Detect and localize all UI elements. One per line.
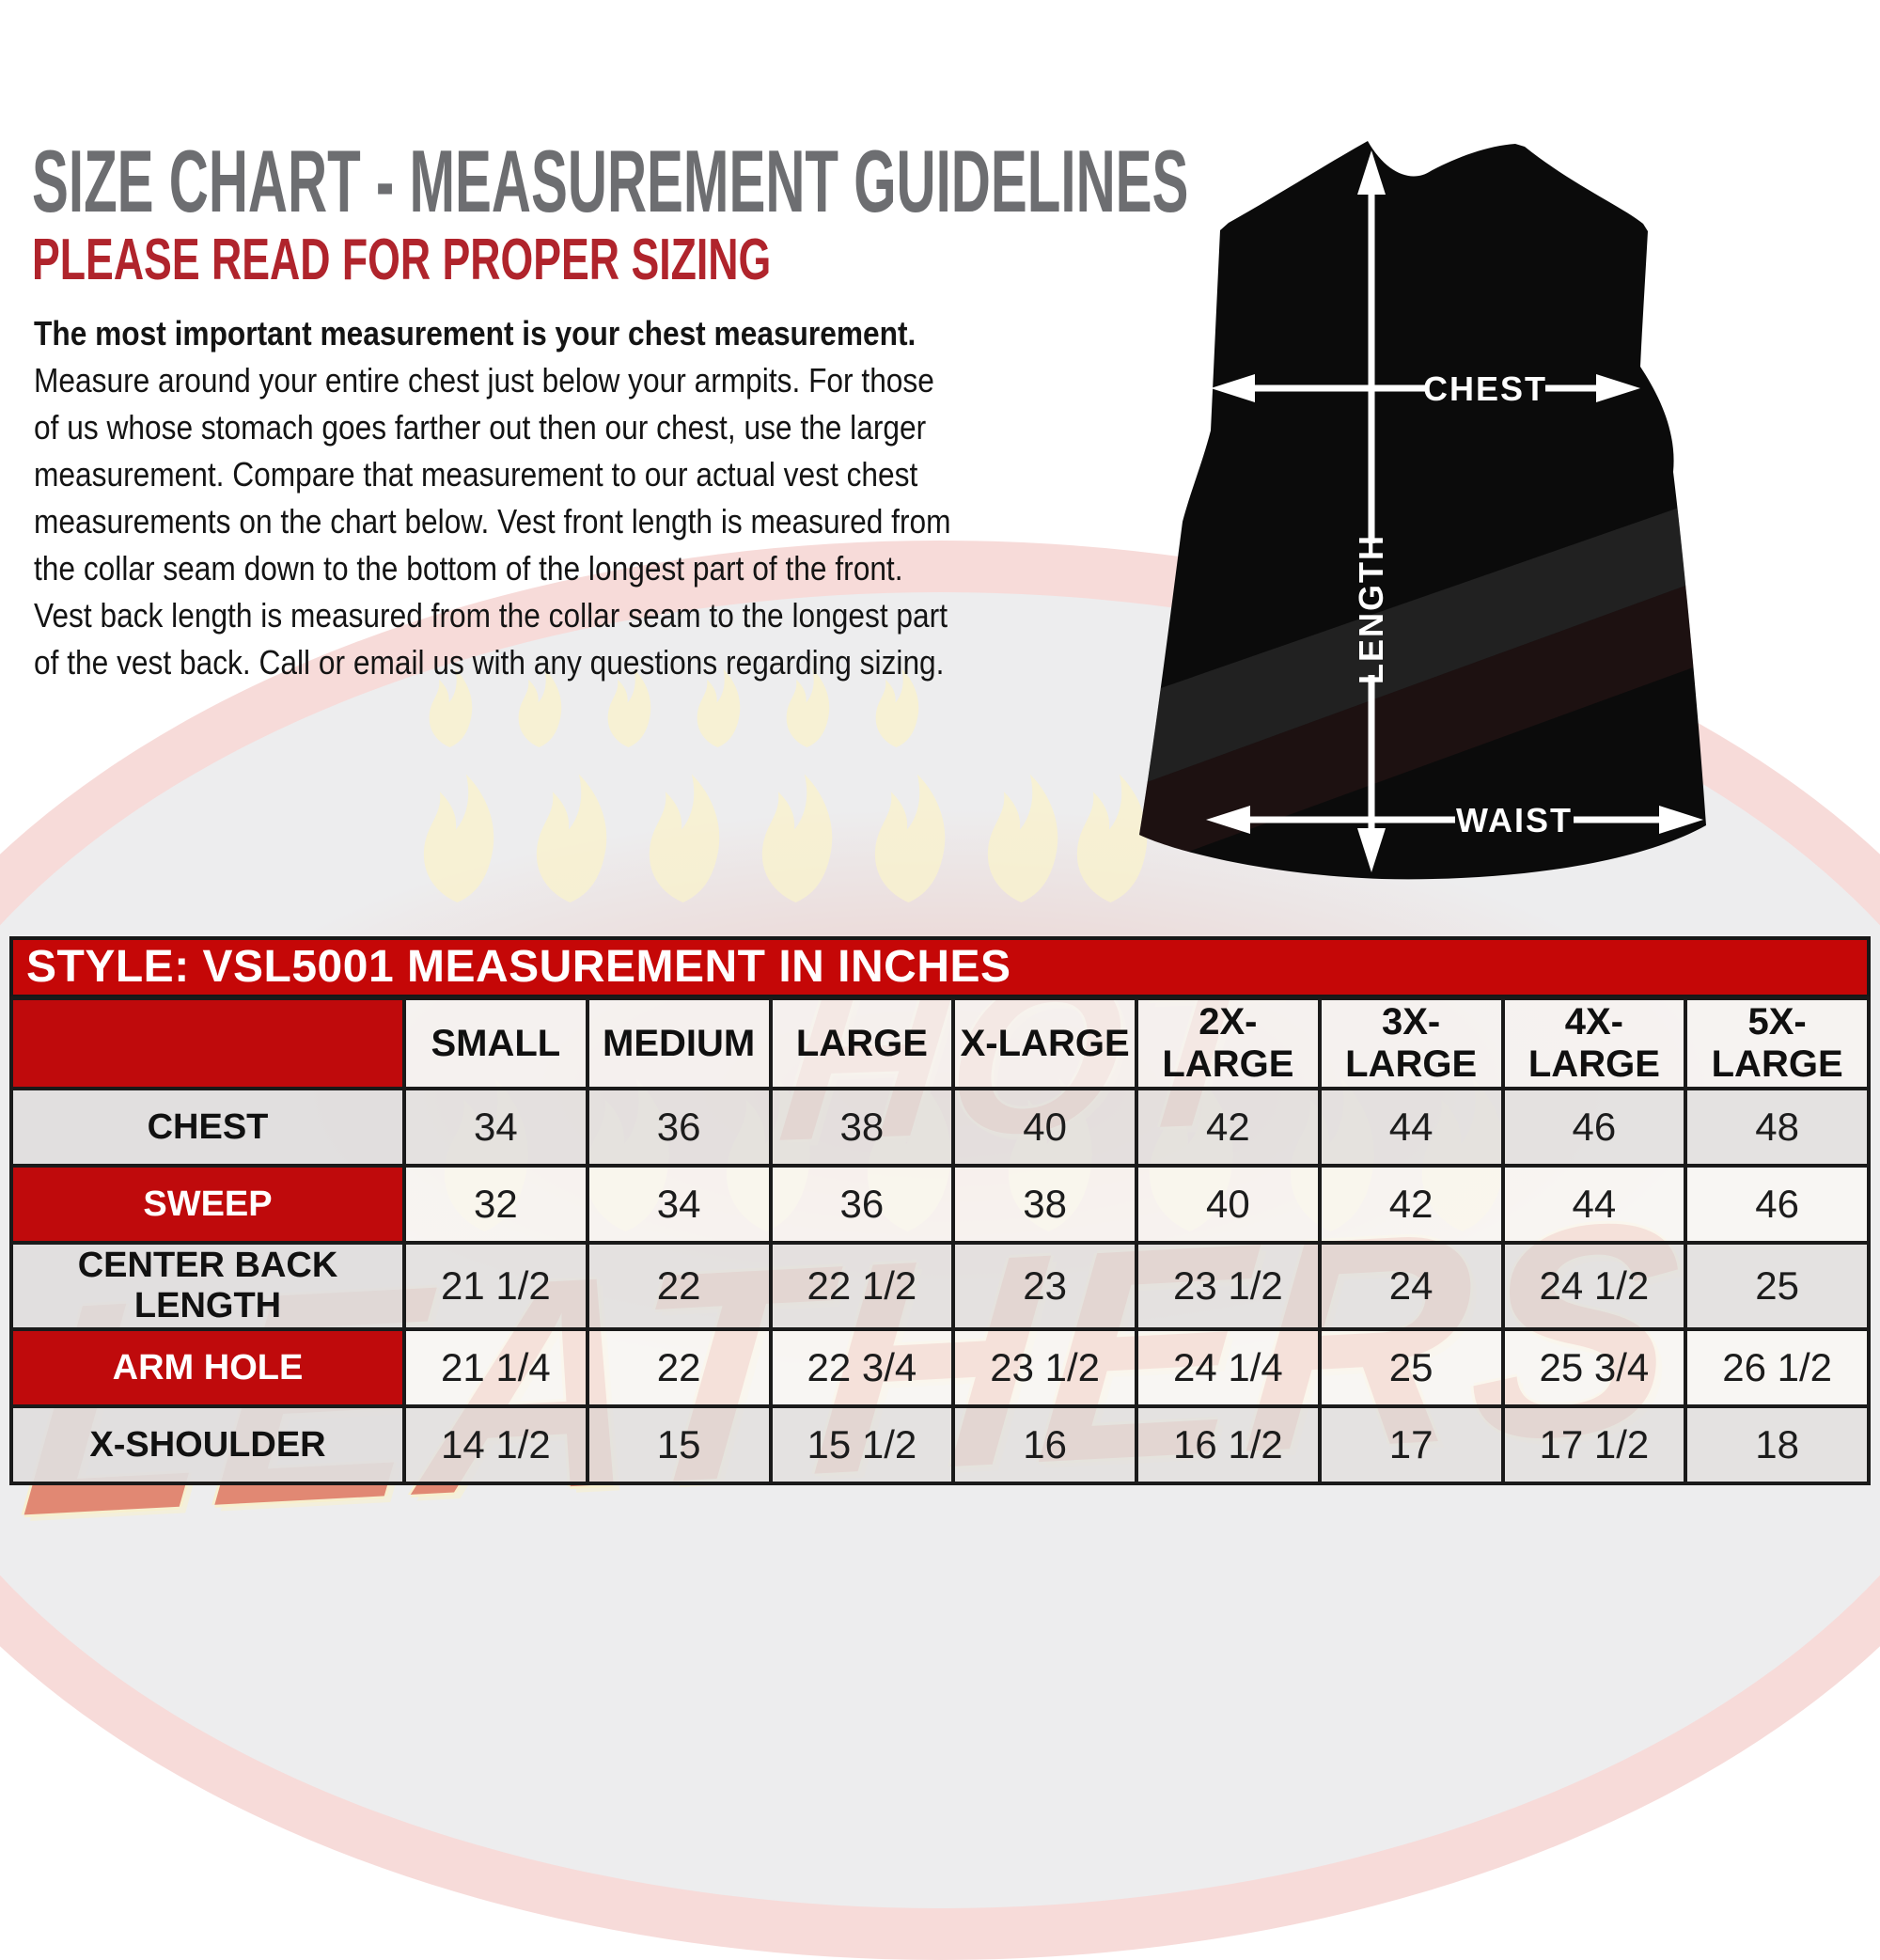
page-subtitle: PLEASE READ FOR PROPER SIZING — [32, 227, 772, 292]
size-value-cell: 21 1/4 — [402, 1327, 589, 1408]
size-column-header: 2X-LARGE — [1135, 996, 1322, 1090]
size-value-cell: 38 — [951, 1164, 1138, 1245]
size-value-cell: 34 — [585, 1164, 773, 1245]
length-label: LENGTH — [1352, 534, 1390, 684]
size-column-header: LARGE — [768, 996, 956, 1090]
size-value-cell: 44 — [1500, 1164, 1688, 1245]
size-value-cell: 14 1/2 — [402, 1404, 589, 1485]
size-table-body: CHEST 34 36 38 40 42 44 46 48 SWEEP 32 34 36 38 40 42 44… — [9, 1087, 1871, 1485]
intro-line: Measure around your entire chest just be… — [34, 361, 934, 400]
measurement-row-label: ARM HOLE — [9, 1327, 406, 1408]
size-column-header: MEDIUM — [585, 996, 773, 1090]
size-value-cell: 25 — [1317, 1327, 1505, 1408]
waist-arrow — [1206, 806, 1703, 834]
table-row: CENTER BACK LENGTH 21 1/2 22 22 1/2 23 23 1/2… — [9, 1241, 1871, 1331]
size-value-cell: 40 — [1135, 1164, 1322, 1245]
table-row: SWEEP 32 34 36 38 40 42 44 46 — [9, 1164, 1871, 1245]
size-column-header: 5X-LARGE — [1684, 996, 1871, 1090]
size-value-cell: 15 — [585, 1404, 773, 1485]
intro-line: of us whose stomach goes farther out the… — [34, 408, 927, 447]
size-value-cell: 15 1/2 — [768, 1404, 956, 1485]
corner-cell — [9, 996, 406, 1090]
size-table: SMALL MEDIUM LARGE X-LARGE 2X-LARGE 3X-LARGE 4… — [9, 996, 1871, 1485]
size-value-cell: 23 1/2 — [1135, 1241, 1322, 1331]
intro-line: measurement. Compare that measurement to… — [34, 455, 918, 494]
table-row: X-SHOULDER 14 1/2 15 15 1/2 16 16 1/2 17 17 1/2… — [9, 1404, 1871, 1485]
chest-label: CHEST — [1423, 369, 1547, 408]
size-chart-table: STYLE: VSL5001 MEASUREMENT IN INCHES SMA… — [9, 936, 1871, 1485]
measurement-row-label: CENTER BACK LENGTH — [9, 1241, 406, 1331]
table-row: ARM HOLE 21 1/4 22 22 3/4 23 1/2 24 1/4 25 25 3… — [9, 1327, 1871, 1408]
size-value-cell: 46 — [1500, 1087, 1688, 1168]
size-value-cell: 46 — [1684, 1164, 1871, 1245]
flame-icon — [649, 774, 720, 902]
length-arrow — [1357, 150, 1386, 872]
waist-label: WAIST — [1456, 801, 1573, 839]
size-value-cell: 23 — [951, 1241, 1138, 1331]
size-column-header: 4X-LARGE — [1500, 996, 1688, 1090]
size-value-cell: 32 — [402, 1164, 589, 1245]
flame-icon — [423, 774, 494, 902]
size-value-cell: 38 — [768, 1087, 956, 1168]
measurement-row-label: X-SHOULDER — [9, 1404, 406, 1485]
size-value-cell: 25 — [1684, 1241, 1871, 1331]
size-value-cell: 17 1/2 — [1500, 1404, 1688, 1485]
size-value-cell: 40 — [951, 1087, 1138, 1168]
size-value-cell: 21 1/2 — [402, 1241, 589, 1331]
flame-icon — [874, 774, 946, 902]
size-value-cell: 22 1/2 — [768, 1241, 956, 1331]
size-value-cell: 44 — [1317, 1087, 1505, 1168]
size-value-cell: 42 — [1135, 1087, 1322, 1168]
flame-icon — [536, 774, 607, 902]
size-value-cell: 22 3/4 — [768, 1327, 956, 1408]
size-column-header: SMALL — [402, 996, 589, 1090]
size-value-cell: 17 — [1317, 1404, 1505, 1485]
size-column-header: 3X-LARGE — [1317, 996, 1505, 1090]
table-row: CHEST 34 36 38 40 42 44 46 48 — [9, 1087, 1871, 1168]
size-value-cell: 34 — [402, 1087, 589, 1168]
intro-line: the collar seam down to the bottom of th… — [34, 549, 903, 588]
size-value-cell: 24 1/2 — [1500, 1241, 1688, 1331]
vest-silhouette — [1139, 141, 1706, 880]
page-title: SIZE CHART - MEASUREMENT GUIDELINES — [32, 132, 1189, 230]
chest-arrow — [1211, 374, 1640, 402]
intro-paragraph: The most important measurement is your c… — [34, 310, 951, 686]
size-value-cell: 24 — [1317, 1241, 1505, 1331]
size-value-cell: 36 — [585, 1087, 773, 1168]
measurement-row-label: CHEST — [9, 1087, 406, 1168]
size-value-cell: 23 1/2 — [951, 1327, 1138, 1408]
vest-diagram: LENGTH CHEST WAIST — [1139, 141, 1706, 880]
size-value-cell: 48 — [1684, 1087, 1871, 1168]
size-value-cell: 24 1/4 — [1135, 1327, 1322, 1408]
intro-line: of the vest back. Call or email us with … — [34, 643, 945, 682]
table-title: STYLE: VSL5001 MEASUREMENT IN INCHES — [9, 936, 1871, 998]
size-value-cell: 16 — [951, 1404, 1138, 1485]
size-column-header: X-LARGE — [951, 996, 1138, 1090]
vest-shading — [1139, 498, 1706, 870]
size-value-cell: 22 — [585, 1241, 773, 1331]
measurement-row-label: SWEEP — [9, 1164, 406, 1245]
size-value-cell: 22 — [585, 1327, 773, 1408]
intro-line: Vest back length is measured from the co… — [34, 596, 948, 635]
size-value-cell: 16 1/2 — [1135, 1404, 1322, 1485]
size-value-cell: 36 — [768, 1164, 956, 1245]
flame-icon — [987, 774, 1058, 902]
size-table-header-row: SMALL MEDIUM LARGE X-LARGE 2X-LARGE 3X-LARGE 4… — [9, 996, 1871, 1090]
size-value-cell: 25 3/4 — [1500, 1327, 1688, 1408]
size-value-cell: 18 — [1684, 1404, 1871, 1485]
intro-line: The most important measurement is your c… — [34, 314, 916, 353]
size-value-cell: 26 1/2 — [1684, 1327, 1871, 1408]
intro-line: measurements on the chart below. Vest fr… — [34, 502, 951, 541]
size-value-cell: 42 — [1317, 1164, 1505, 1245]
flame-icon — [761, 774, 833, 902]
